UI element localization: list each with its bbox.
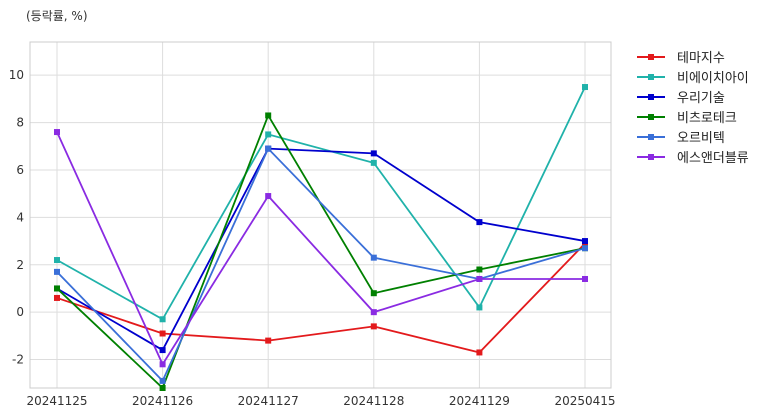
x-axis-ticks: 20241125 20241126 20241127 20241128 20241129…: [26, 394, 615, 408]
legend-item: 오르비텍: [637, 131, 725, 146]
y-tick-label: 10: [9, 68, 24, 82]
data-point: [265, 112, 272, 119]
data-point: [370, 323, 377, 330]
data-point: [582, 238, 588, 245]
series: [54, 129, 588, 368]
series: [54, 240, 588, 356]
legend-item: 비츠로테크: [637, 111, 737, 126]
data-point: [582, 275, 588, 282]
plot-frame: [29, 41, 612, 389]
data-point: [370, 159, 377, 166]
legend-label: 우리기술: [677, 91, 725, 106]
series-layer: [54, 84, 588, 391]
x-tick-label: 20241125: [26, 394, 87, 408]
data-point: [476, 266, 483, 273]
series-line: [56, 86, 586, 321]
y-tick-label: 2: [16, 258, 24, 272]
x-tick-label: 20241127: [238, 394, 299, 408]
legend-label: 테마지수: [677, 51, 725, 66]
data-point: [476, 275, 483, 282]
data-point: [159, 385, 166, 391]
series-line: [56, 147, 586, 383]
data-point: [265, 131, 272, 138]
series-line: [56, 242, 586, 354]
legend-label: 비에이치아이: [677, 71, 749, 86]
data-point: [54, 257, 60, 264]
unit-label: (등락률, %): [26, 9, 88, 23]
data-point: [54, 285, 60, 292]
x-tick-label: 20241128: [343, 394, 404, 408]
series-line: [56, 147, 586, 352]
data-point: [476, 219, 483, 226]
legend-label: 비츠로테크: [677, 111, 737, 126]
y-tick-label: 0: [16, 305, 24, 319]
legend-swatch-marker: [648, 134, 654, 140]
data-point: [370, 150, 377, 157]
data-point: [370, 290, 377, 297]
data-point: [159, 361, 166, 368]
y-tick-label: 4: [16, 210, 24, 224]
data-point: [476, 349, 483, 356]
data-point: [265, 193, 272, 200]
data-point: [582, 245, 588, 252]
legend-swatch-marker: [648, 154, 654, 160]
data-point: [159, 316, 166, 323]
data-point: [54, 268, 60, 275]
data-point: [476, 304, 483, 311]
data-point: [54, 294, 60, 301]
grid: [30, 42, 611, 388]
y-axis-ticks: -2 0 2 4 6 8 10: [9, 68, 24, 366]
data-point: [370, 309, 377, 316]
y-tick-label: 6: [16, 163, 24, 177]
legend-swatch-marker: [648, 94, 654, 100]
data-point: [370, 254, 377, 261]
legend-swatch-marker: [648, 54, 654, 60]
data-point: [159, 330, 166, 337]
legend-swatch-marker: [648, 74, 654, 80]
legend-label: 오르비텍: [677, 131, 725, 146]
x-tick-label: 20241129: [449, 394, 510, 408]
series: [54, 112, 588, 391]
data-point: [265, 145, 272, 152]
series-line: [56, 131, 585, 367]
x-tick-label: 20250415: [554, 394, 615, 408]
data-point: [54, 129, 60, 136]
series: [54, 84, 588, 323]
y-tick-label: 8: [16, 116, 24, 130]
data-point: [159, 377, 166, 384]
legend-item: 비에이치아이: [637, 71, 749, 86]
legend-item: 테마지수: [637, 51, 725, 66]
data-point: [265, 337, 272, 344]
data-point: [159, 347, 166, 354]
data-point: [582, 84, 588, 91]
legend-label: 에스앤더블류: [677, 151, 749, 166]
legend-swatch-marker: [648, 114, 654, 120]
legend-item: 에스앤더블류: [637, 151, 749, 166]
x-tick-label: 20241126: [132, 394, 193, 408]
legend-item: 우리기술: [637, 91, 725, 106]
y-tick-label: -2: [12, 353, 24, 367]
